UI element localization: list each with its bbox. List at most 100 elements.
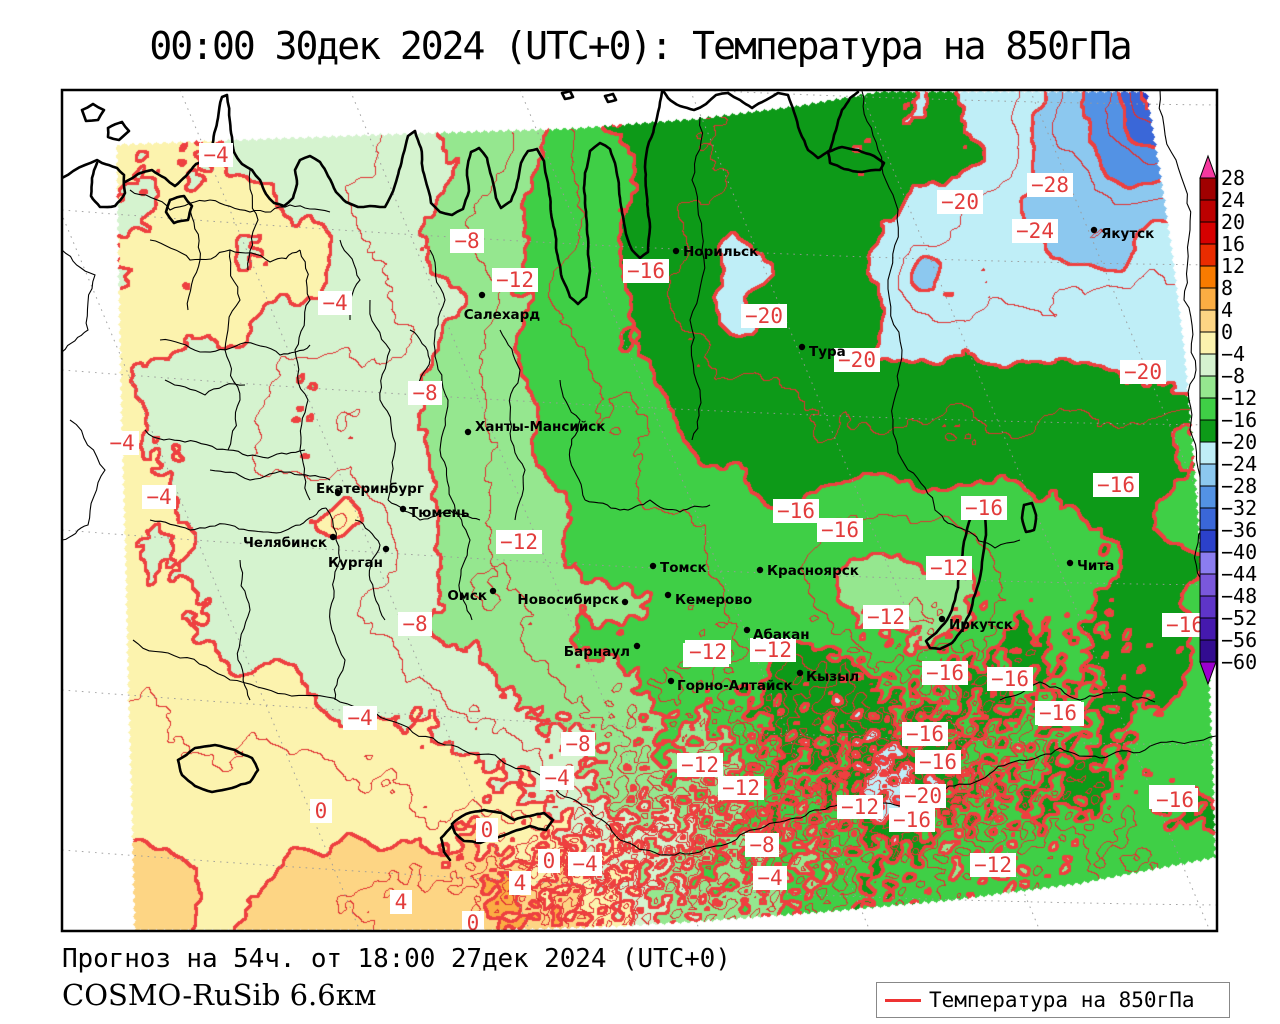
contour-label: −16 <box>919 750 957 774</box>
contour-label: −12 <box>689 640 727 664</box>
coastline <box>439 824 454 862</box>
colorbar-tick-label: −52 <box>1221 606 1257 630</box>
admin-border <box>861 90 909 471</box>
admin-border <box>354 519 386 621</box>
city-label: Тура <box>809 344 846 360</box>
legend-line-sample <box>885 998 921 1002</box>
contour-label-box <box>540 766 574 790</box>
contour-label-box <box>462 911 484 935</box>
coastline <box>450 808 555 845</box>
contour-label: −16 <box>893 808 931 832</box>
graticule-parallel <box>685 90 1217 106</box>
city-label: Челябинск <box>243 535 327 551</box>
contour-label: 0 <box>543 849 556 873</box>
colorbar-tick-label: −20 <box>1221 430 1257 454</box>
contour-label: −8 <box>402 612 427 636</box>
contour-label: 0 <box>315 799 328 823</box>
city-dot <box>1090 226 1098 234</box>
contour-label: −12 <box>500 530 538 554</box>
page-title: 00:00 30дек 2024 (UTC+0): Температура на… <box>149 24 1132 68</box>
graticule-meridian <box>349 90 701 931</box>
city-dot <box>464 428 472 436</box>
city-label: Абакан <box>753 627 810 643</box>
contour-label-box <box>915 750 961 774</box>
colorbar-tick-label: 28 <box>1221 166 1245 190</box>
city-label: Кемерово <box>675 592 752 608</box>
coastline <box>662 90 860 160</box>
contour-label-box <box>817 518 863 542</box>
contour-label: −12 <box>930 556 968 580</box>
contour-label-box <box>561 732 595 756</box>
contour-label: −16 <box>627 259 665 283</box>
city-dot <box>649 562 657 570</box>
contour-label: −20 <box>745 304 783 328</box>
contour-label: −4 <box>757 866 782 890</box>
admin-border <box>129 189 331 213</box>
city-dot <box>329 533 337 541</box>
contour-label-box <box>390 890 412 914</box>
graticule-meridian <box>179 90 531 931</box>
colorbar-cell <box>1199 441 1217 465</box>
city-label: Кызыл <box>806 669 859 685</box>
contour-label: −20 <box>838 348 876 372</box>
colorbar-tick-label: −44 <box>1221 562 1257 586</box>
admin-border <box>429 249 453 501</box>
contour-label: −16 <box>821 518 859 542</box>
contour-label-box <box>753 866 787 890</box>
colorbar-tick-label: −48 <box>1221 584 1257 608</box>
admin-border <box>559 379 586 501</box>
coastline <box>560 90 575 101</box>
contour-label: −12 <box>722 776 760 800</box>
contour-label-box <box>623 259 669 283</box>
contour-label: −16 <box>1156 788 1194 812</box>
contour-label-box <box>105 431 139 455</box>
contour-label: 4 <box>395 890 408 914</box>
contour-label: −24 <box>1016 219 1054 243</box>
colorbar-tick-label: 4 <box>1221 298 1233 322</box>
colorbar-tick-label: −40 <box>1221 540 1257 564</box>
contour-label: −4 <box>322 291 347 315</box>
graticule-parallel <box>62 689 1217 746</box>
contour-label-box <box>408 381 442 405</box>
contour-label: −20 <box>904 784 942 808</box>
contour-label-box <box>343 706 377 730</box>
contour-label-box <box>750 638 796 662</box>
city-dot <box>664 591 672 599</box>
colorbar-cell <box>1199 309 1217 333</box>
admin-border <box>149 239 301 263</box>
colorbar-tick-label: −32 <box>1221 496 1257 520</box>
colorbar-cell <box>1199 221 1217 245</box>
contour-label: −8 <box>454 229 479 253</box>
contour-label: −16 <box>991 667 1029 691</box>
admin-border <box>689 116 706 441</box>
city-label: Екатеринбург <box>316 481 424 497</box>
admin-border <box>369 299 396 501</box>
contour-label-box <box>199 143 233 167</box>
contour-label-box <box>718 776 764 800</box>
colorbar-tick-label: −56 <box>1221 628 1257 652</box>
contour-label-box <box>1093 473 1139 497</box>
colorbar-tick-label: −12 <box>1221 386 1257 410</box>
colorbar-cell <box>1199 265 1217 289</box>
contour-label: −8 <box>749 833 774 857</box>
city-dot <box>633 642 641 650</box>
contour-label-box <box>863 605 909 629</box>
contour-label: −12 <box>754 638 792 662</box>
city-label: Курган <box>328 555 383 571</box>
forecast-info-text: Прогноз на 54ч. от 18:00 27дек 2024 (UTC… <box>62 944 731 974</box>
colorbar-cell <box>1199 507 1217 531</box>
graticule-parallel <box>62 209 1217 266</box>
contour-label-box <box>902 722 948 746</box>
contour-label-box <box>900 784 946 808</box>
admin-border <box>62 249 96 353</box>
coastline <box>176 743 260 794</box>
contour-label-box <box>142 485 176 509</box>
city-dot <box>672 247 680 255</box>
admin-border <box>294 249 311 501</box>
colorbar-cell <box>1199 353 1217 377</box>
city-dot <box>334 489 342 497</box>
contour-label: −4 <box>572 852 597 876</box>
contour-label: −12 <box>681 753 719 777</box>
admin-border <box>164 379 246 396</box>
